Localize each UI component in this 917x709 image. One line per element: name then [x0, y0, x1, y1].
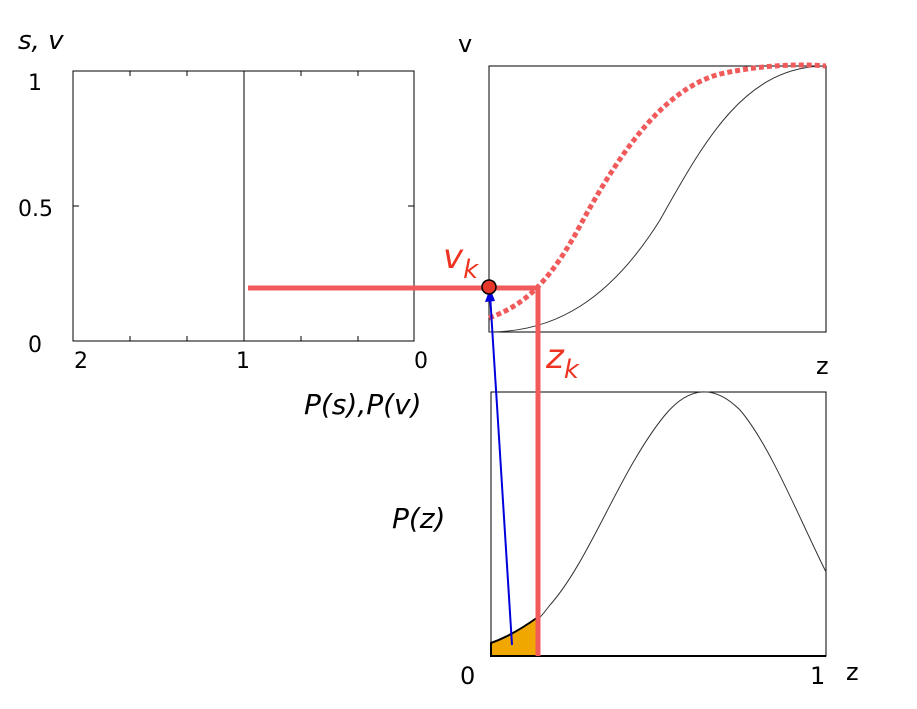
top-axis-x-label: z — [816, 352, 829, 380]
bottom-axis-x-label: z — [846, 658, 859, 686]
mapping-path — [248, 285, 541, 656]
x-tick-2: 2 — [74, 349, 88, 374]
vk-label: vk — [443, 237, 479, 285]
top-right-panel-frame — [488, 65, 827, 333]
y-tick-0: 0 — [28, 333, 42, 358]
arrow-head — [485, 288, 495, 302]
mapping-arrow — [485, 288, 513, 646]
arrow-shaft — [489, 293, 513, 646]
zk-label: zk — [545, 337, 580, 385]
left-panel: s, v 1 0.5 0 2 1 0 P(s),P(v) — [18, 26, 428, 421]
cdf-curve-dotted — [488, 62, 827, 321]
x-tick-1: 1 — [236, 349, 250, 374]
top-axis-y-label: v — [458, 30, 472, 58]
pdf-curve — [490, 391, 827, 657]
left-panel-ticks — [73, 71, 414, 341]
bottom-axis-y-label: P(z) — [392, 502, 445, 535]
y-tick-1: 1 — [28, 71, 42, 96]
bottom-x-tick-1: 1 — [810, 662, 825, 690]
bottom-x-tick-0: 0 — [460, 662, 475, 690]
left-axis-y-label: s, v — [18, 26, 64, 56]
y-tick-0-5: 0.5 — [18, 197, 53, 222]
vk-point-marker — [481, 279, 497, 295]
top-right-panel: v z — [458, 30, 829, 380]
left-axis-x-label: P(s),P(v) — [304, 388, 422, 421]
x-tick-0: 0 — [414, 349, 428, 374]
bottom-right-panel: P(z) 0 1 z — [392, 391, 859, 690]
cdf-curve-thin — [488, 65, 827, 333]
cumulative-area — [490, 615, 539, 657]
